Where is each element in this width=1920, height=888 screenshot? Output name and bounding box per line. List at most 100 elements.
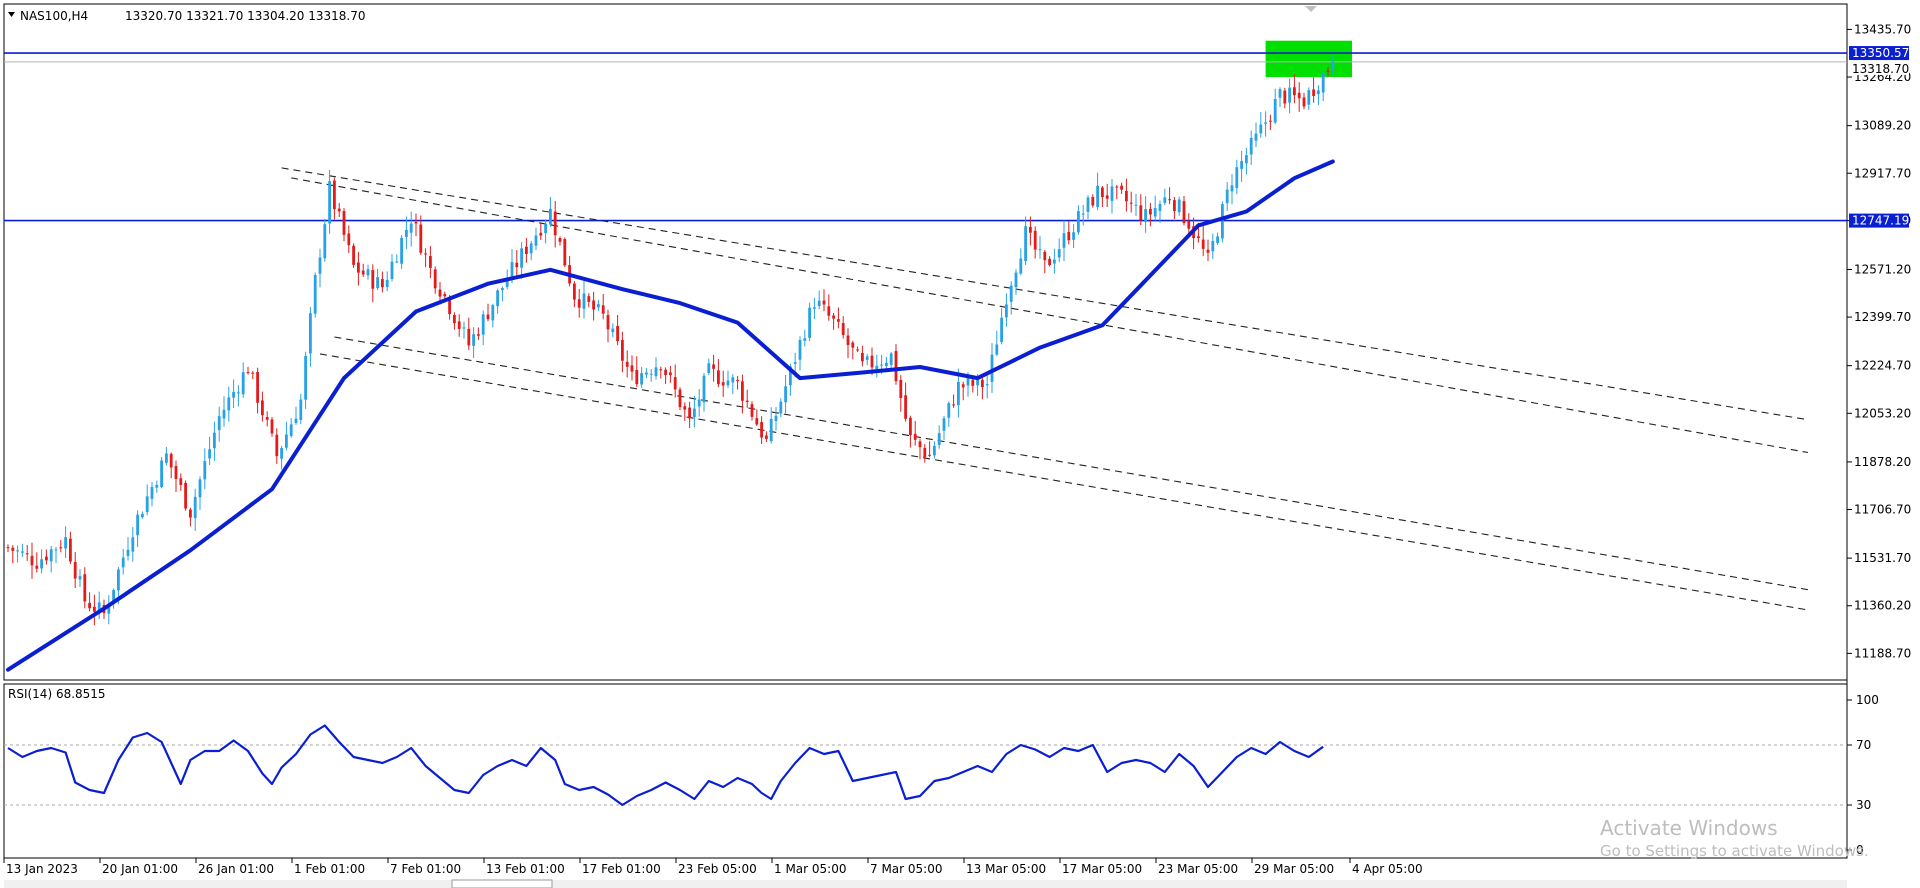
rsi-line[interactable] — [7, 724, 1324, 807]
candle-body — [865, 356, 869, 360]
moving-average-line[interactable] — [6, 159, 1335, 672]
candle-body — [601, 305, 605, 314]
candle-body — [347, 233, 351, 246]
candle-body — [1206, 249, 1210, 253]
candle-body — [203, 461, 207, 480]
candle-body — [553, 211, 557, 236]
candle-body — [1254, 133, 1258, 141]
candle-body — [745, 400, 749, 403]
candle-body — [405, 229, 408, 237]
time-axis-label: 26 Jan 01:00 — [198, 862, 274, 876]
channel-trend-line[interactable] — [291, 177, 1809, 454]
candle-body — [861, 353, 864, 362]
candle-body — [453, 314, 456, 324]
candle-body — [726, 380, 730, 386]
candle-body — [793, 362, 797, 364]
candle-body — [448, 298, 451, 315]
candle-body — [117, 569, 120, 591]
candle-body — [880, 364, 883, 366]
candle-body — [606, 315, 610, 330]
candle-body — [1201, 239, 1205, 249]
candle-body — [688, 407, 691, 419]
candle-body — [750, 404, 754, 417]
symbol-menu-triangle-icon[interactable] — [8, 12, 15, 17]
candle-body — [827, 306, 831, 316]
candle-body — [1072, 232, 1075, 240]
time-axis-label: 17 Mar 05:00 — [1062, 862, 1142, 876]
candle-body — [654, 367, 658, 377]
candle-body — [217, 416, 221, 431]
candle-body — [371, 270, 375, 289]
candle-body — [477, 334, 480, 336]
resistance-zone-rect[interactable] — [1265, 40, 1352, 78]
time-axis-label: 1 Mar 05:00 — [774, 862, 847, 876]
candle-body — [649, 373, 653, 375]
candle-body — [1307, 90, 1311, 105]
candle-body — [808, 307, 811, 338]
candle-body — [241, 372, 245, 395]
candle-body — [1101, 187, 1104, 198]
chart-shift-marker-icon[interactable] — [1305, 6, 1317, 12]
candle-body — [11, 547, 15, 551]
time-axis-label: 23 Mar 05:00 — [1158, 862, 1238, 876]
candle-body — [97, 602, 101, 610]
activate-windows-subtitle: Go to Settings to activate Windows. — [1600, 842, 1869, 860]
candle-body — [673, 377, 677, 390]
candle-body — [1019, 258, 1023, 274]
time-axis-label: 13 Feb 01:00 — [486, 862, 565, 876]
candle-body — [141, 513, 144, 518]
candle-body — [1317, 90, 1320, 95]
candle-body — [424, 253, 427, 255]
price-axis-label: 12053.20 — [1854, 406, 1911, 420]
candle-body — [957, 381, 960, 406]
level-price-tag-label: 13350.57 — [1852, 46, 1909, 60]
candle-body — [193, 496, 197, 519]
candle-body — [952, 404, 955, 406]
candle-body — [856, 349, 859, 351]
candle-body — [1331, 61, 1335, 70]
candle-body — [630, 365, 634, 372]
candle-body — [1269, 120, 1272, 122]
candle-body — [304, 355, 307, 400]
candle-body — [769, 418, 773, 442]
candle-body — [1197, 236, 1200, 239]
candle-body — [697, 399, 701, 407]
candle-body — [587, 296, 591, 302]
candle-body — [1216, 236, 1219, 244]
time-axis-label: 7 Mar 05:00 — [870, 862, 943, 876]
candle-body — [1245, 155, 1248, 164]
candle-body — [760, 422, 763, 438]
candle-body — [717, 370, 720, 385]
channel-trend-line[interactable] — [281, 167, 1809, 421]
candle-body — [990, 354, 994, 382]
candle-body — [73, 561, 77, 579]
price-axis-label: 12571.20 — [1854, 262, 1911, 276]
candle-body — [1029, 226, 1032, 233]
candle-body — [774, 415, 778, 422]
candle-body — [885, 362, 888, 367]
rsi-label: RSI(14) 68.8515 — [8, 687, 106, 701]
candle-body — [904, 395, 907, 419]
candle-body — [227, 397, 231, 411]
rsi-axis-label: 100 — [1856, 693, 1879, 707]
level-price-tag — [1849, 213, 1909, 228]
candle-body — [582, 293, 586, 309]
channel-trend-line[interactable] — [334, 336, 1809, 591]
candle-body — [1288, 87, 1291, 103]
candle-body — [35, 565, 39, 569]
candle-body — [1000, 317, 1003, 343]
candle-body — [755, 418, 759, 425]
candle-body — [520, 248, 523, 268]
candle-body — [395, 261, 399, 263]
candle-body — [813, 307, 816, 309]
candle-body — [899, 379, 903, 399]
candle-body — [160, 460, 163, 487]
candle-body — [1024, 226, 1027, 261]
chart-tab[interactable] — [451, 879, 553, 888]
candle-body — [1139, 205, 1143, 221]
candle-body — [563, 239, 567, 266]
tab-strip[interactable] — [4, 880, 1847, 888]
level-price-tag-label: 12747.19 — [1852, 214, 1909, 228]
candle-body — [208, 449, 211, 459]
